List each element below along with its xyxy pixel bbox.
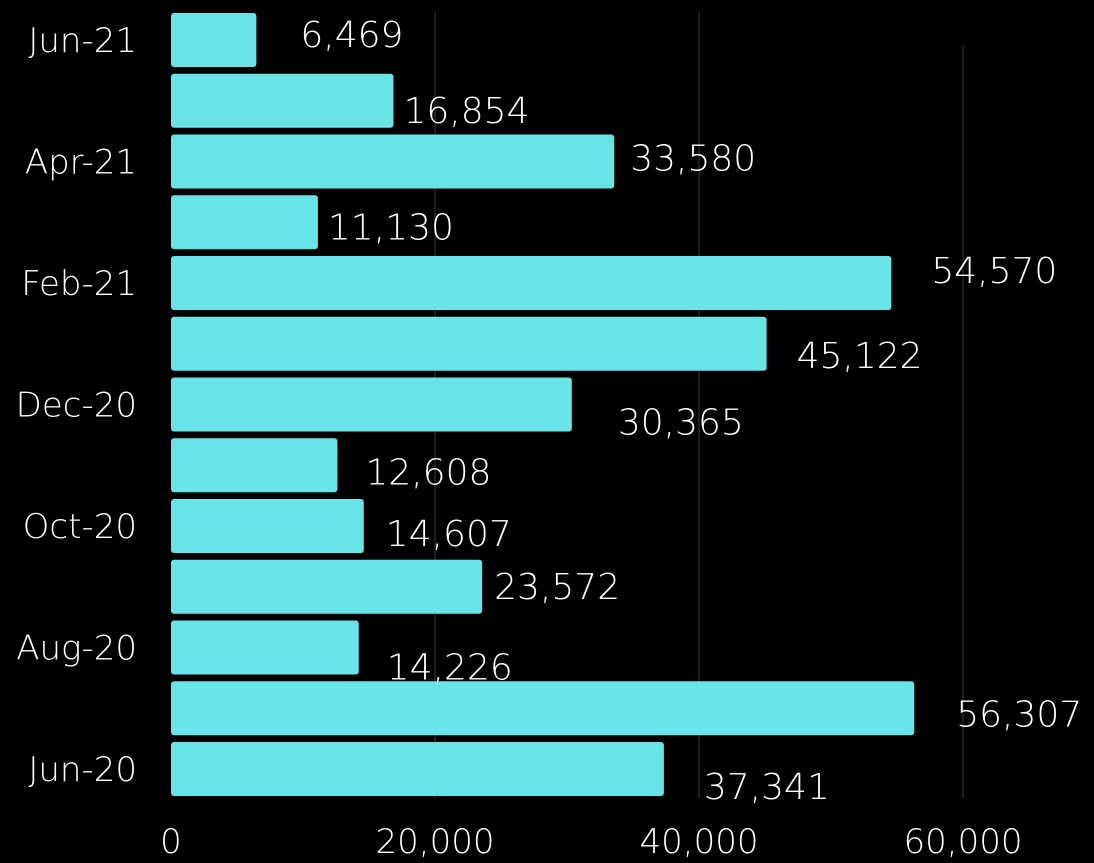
data-label: 23,572 (494, 567, 620, 608)
bar (171, 499, 364, 553)
x-tick-label: 20,000 (376, 822, 495, 859)
bar (171, 681, 915, 736)
data-label: 54,570 (931, 251, 1057, 292)
category-label: Jun-20 (28, 750, 137, 790)
data-label: 45,122 (797, 336, 923, 377)
data-label: 11,130 (328, 207, 454, 248)
y-axis-category-labels: Jun-21 Apr-21 Feb-21 Dec-20 Oct-20 Aug-20 Jun-… (16, 21, 137, 790)
data-label: 14,226 (387, 648, 513, 689)
data-label: 14,607 (386, 514, 512, 555)
data-label: 37,341 (704, 767, 830, 808)
bars (171, 13, 915, 796)
bar (171, 316, 767, 371)
bar (171, 195, 318, 250)
category-label: Dec-20 (16, 386, 137, 426)
x-tick-label: 60,000 (904, 822, 1023, 859)
data-label: 16,854 (403, 91, 529, 132)
x-axis-tick-labels: 0 20,000 40,000 60,000 (160, 822, 1023, 862)
data-label: 33,580 (630, 139, 756, 180)
data-label: 30,365 (618, 403, 744, 444)
data-label: 6,469 (300, 15, 403, 56)
bar (171, 620, 359, 675)
data-label: 56,307 (956, 694, 1082, 735)
bar (171, 134, 615, 189)
x-tick-label: 40,000 (640, 822, 759, 859)
bar (171, 377, 572, 432)
category-label: Feb-21 (21, 264, 137, 304)
category-label: Aug-20 (16, 629, 137, 669)
bar (171, 13, 257, 67)
bar (171, 438, 338, 493)
bar (171, 256, 892, 310)
bar (171, 73, 394, 128)
category-label: Apr-21 (25, 143, 137, 183)
data-label: 12,608 (365, 452, 491, 493)
category-label: Oct-20 (23, 507, 137, 547)
bar (171, 559, 483, 614)
category-label: Jun-21 (28, 21, 137, 61)
bar (171, 742, 664, 796)
x-tick-label: 0 (160, 822, 182, 859)
